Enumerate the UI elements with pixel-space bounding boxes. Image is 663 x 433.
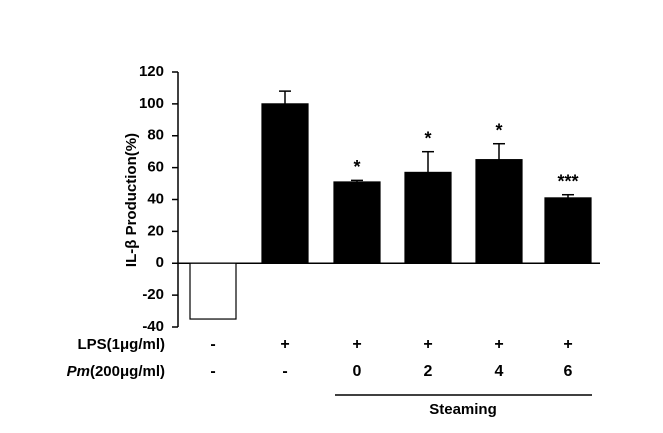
significance-label: *	[495, 120, 502, 140]
row-label-text: (200μg/ml)	[90, 363, 165, 380]
y-tick-label: 20	[147, 222, 164, 239]
row-value: -	[210, 363, 215, 380]
y-tick-label: 40	[147, 190, 164, 207]
row-value: 4	[495, 363, 504, 380]
row-value: +	[280, 336, 289, 353]
significance-label: ***	[557, 171, 578, 191]
row-value: -	[282, 363, 287, 380]
row-value: 2	[424, 363, 433, 380]
y-tick-label: 120	[139, 63, 164, 80]
y-tick-label: -40	[142, 318, 164, 335]
group-label: Steaming	[429, 401, 497, 418]
bar	[404, 171, 452, 264]
bar	[333, 181, 381, 264]
row-label: Pm(200μg/ml)	[67, 363, 165, 380]
bar	[261, 103, 309, 264]
bar	[544, 197, 592, 264]
row-value: +	[423, 336, 432, 353]
row-value: +	[563, 336, 572, 353]
row-value: -	[210, 336, 215, 353]
y-tick-label: -20	[142, 286, 164, 303]
y-tick-label: 60	[147, 159, 164, 176]
y-tick-label: 80	[147, 127, 164, 144]
row-value: 6	[564, 363, 573, 380]
significance-label: *	[353, 157, 360, 177]
row-label: LPS(1μg/ml)	[77, 336, 165, 353]
row-value: +	[494, 336, 503, 353]
row-value: +	[352, 336, 361, 353]
y-axis-label: IL-β Production(%)	[123, 133, 140, 267]
bar	[189, 262, 237, 320]
row-value: 0	[353, 363, 362, 380]
y-tick-label: 0	[156, 254, 164, 271]
row-label-italic: Pm	[67, 363, 90, 380]
significance-label: *	[424, 128, 431, 148]
bar	[475, 159, 523, 264]
row-label-text: LPS(1μg/ml)	[77, 336, 165, 353]
y-tick-label: 100	[139, 95, 164, 112]
